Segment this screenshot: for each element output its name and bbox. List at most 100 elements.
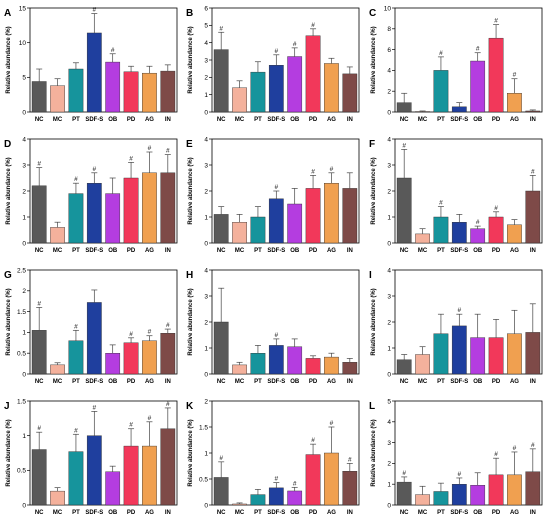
bar-ag <box>324 452 339 506</box>
y-tick-label: 4 <box>387 267 391 274</box>
significance-mark: # <box>513 72 517 79</box>
y-tick-label: 1 <box>204 450 208 457</box>
significance-mark: # <box>439 50 443 57</box>
x-tick-label: NC <box>400 248 409 254</box>
y-tick-label: 5 <box>22 75 26 82</box>
bar-mc <box>50 364 65 375</box>
y-axis-label: Relative abundance (%) <box>6 157 12 224</box>
bar-pd <box>488 216 504 244</box>
bar-ob <box>287 56 303 113</box>
x-tick-label: PD <box>492 379 501 385</box>
x-tick-label: OB <box>473 117 483 123</box>
x-tick-label: NC <box>35 379 44 385</box>
y-tick-label: 10 <box>19 40 27 47</box>
y-tick-label: 4 <box>387 68 391 75</box>
significance-mark: # <box>166 322 170 329</box>
y-tick-label: 1.5 <box>17 398 26 405</box>
significance-mark: # <box>311 437 315 444</box>
bar-nc <box>31 330 47 375</box>
bar-pd <box>488 474 504 506</box>
y-tick-label: 0 <box>22 371 26 378</box>
y-tick-label: 1 <box>204 214 208 221</box>
significance-mark: # <box>330 166 334 173</box>
bar-pt <box>250 353 266 375</box>
bar-sdf-s <box>451 106 467 113</box>
panel-letter: F <box>369 139 375 150</box>
plot-frame <box>29 7 178 113</box>
bar-nc <box>396 481 412 506</box>
significance-mark: # <box>129 331 133 338</box>
significance-mark: # <box>494 451 498 458</box>
x-tick-label: AG <box>327 117 336 123</box>
y-tick-label: 4 <box>204 136 208 143</box>
significance-mark: # <box>166 401 170 408</box>
bar-ob <box>470 337 486 375</box>
plot-frame <box>394 7 543 113</box>
bar-mc <box>415 354 430 375</box>
y-tick-label: 0 <box>204 240 208 247</box>
y-tick-label: 4 <box>204 40 208 47</box>
bar-ag <box>324 63 339 113</box>
x-tick-label: SDF-S <box>267 248 285 254</box>
x-tick-label: SDF-S <box>85 510 103 516</box>
panel-letter: B <box>186 8 193 19</box>
bar-pt <box>433 70 449 113</box>
panel-letter: J <box>4 401 10 412</box>
y-axis-label: Relative abundance (%) <box>371 288 377 355</box>
x-tick-label: IN <box>347 248 353 254</box>
x-tick-label: MC <box>53 248 63 254</box>
y-tick-label: 1 <box>22 330 26 337</box>
panel-E: E Relative abundance (%) 0 1 2 3 4 NC MC PT # SDF-S… <box>186 136 360 254</box>
bar-sdf-s <box>451 221 467 244</box>
significance-mark: # <box>148 415 152 422</box>
significance-mark: # <box>402 470 406 477</box>
bar-mc <box>415 233 430 244</box>
x-tick-label: AG <box>145 510 154 516</box>
significance-mark: # <box>531 442 535 449</box>
x-tick-label: SDF-S <box>85 379 103 385</box>
x-tick-label: IN <box>347 379 353 385</box>
panel-F: F Relative abundance (%) 0 1 2 3 4 # NC MC # PT SDF-… <box>369 136 543 254</box>
y-tick-label: 1 <box>204 92 208 99</box>
y-axis-label: Relative abundance (%) <box>188 157 194 224</box>
y-tick-label: 6 <box>204 5 208 12</box>
bar-nc <box>213 321 229 375</box>
x-tick-label: OB <box>290 248 300 254</box>
bar-sdf-s <box>86 435 102 506</box>
x-tick-label: SDF-S <box>450 510 468 516</box>
bar-pt <box>250 494 266 506</box>
bar-mc <box>50 85 65 113</box>
x-tick-label: PT <box>437 379 445 385</box>
y-axis-label: Relative abundance (%) <box>188 26 194 93</box>
y-tick-label: 2 <box>387 319 391 326</box>
bar-nc <box>396 102 412 113</box>
x-tick-label: IN <box>347 510 353 516</box>
bar-sdf-s <box>451 484 467 506</box>
x-tick-label: OB <box>108 117 118 123</box>
significance-mark: # <box>219 25 223 32</box>
bar-sdf-s <box>451 325 467 375</box>
x-tick-label: MC <box>418 510 428 516</box>
significance-mark: # <box>148 329 152 336</box>
x-tick-label: IN <box>165 510 171 516</box>
significance-mark: # <box>275 476 279 483</box>
x-tick-label: IN <box>530 510 536 516</box>
significance-mark: # <box>513 445 517 452</box>
x-tick-label: PT <box>254 379 262 385</box>
bar-ob <box>470 228 486 244</box>
panel-D: D Relative abundance (%) 0 1 2 3 4 # NC MC # PT # SDF… <box>4 136 178 254</box>
x-tick-label: MC <box>235 510 245 516</box>
panel-letter: A <box>4 8 11 19</box>
y-axis-label: Relative abundance (%) <box>6 288 12 355</box>
y-tick-label: 4 <box>204 267 208 274</box>
x-tick-label: PD <box>309 510 318 516</box>
bar-in <box>525 190 541 244</box>
bar-nc <box>31 81 47 113</box>
y-tick-label: 1.5 <box>17 309 26 316</box>
y-tick-label: 3 <box>204 162 208 169</box>
x-tick-label: PT <box>72 248 80 254</box>
x-tick-label: NC <box>35 248 44 254</box>
significance-mark: # <box>458 307 462 314</box>
x-tick-label: OB <box>108 379 118 385</box>
